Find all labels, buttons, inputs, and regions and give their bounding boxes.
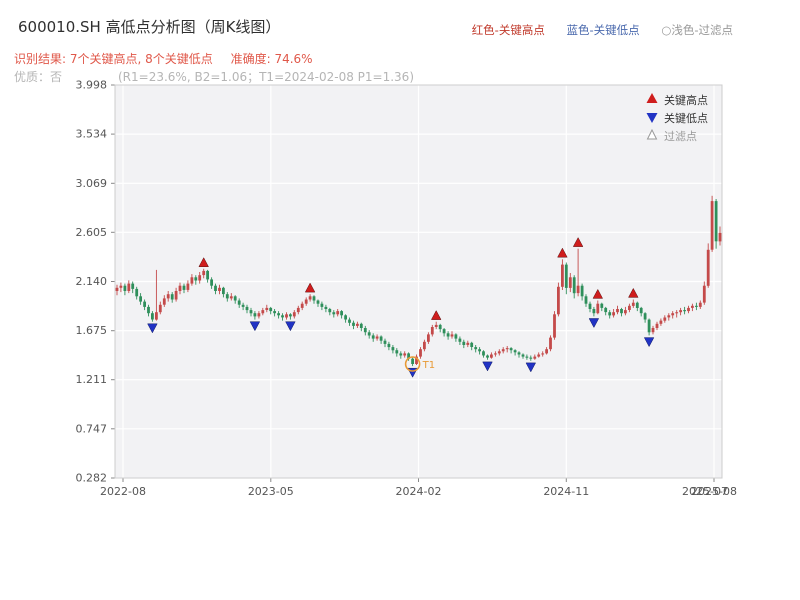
svg-text:过滤点: 过滤点 <box>664 130 697 143</box>
svg-text:1.675: 1.675 <box>76 324 108 337</box>
quality-label: 优质：否 <box>14 70 63 84</box>
svg-text:0.282: 0.282 <box>76 472 108 485</box>
quality-detail: (R1=23.6%, B2=1.06；T1=2024-02-08 P1=1.36… <box>118 70 414 84</box>
svg-text:2023-05: 2023-05 <box>248 485 294 498</box>
svg-text:2025-08: 2025-08 <box>691 485 737 498</box>
svg-text:关键低点: 关键低点 <box>664 111 708 125</box>
svg-text:T1: T1 <box>422 360 435 371</box>
svg-text:2022-08: 2022-08 <box>100 485 146 498</box>
svg-text:3.534: 3.534 <box>76 128 108 141</box>
accuracy-text: 准确度: 74.6% <box>230 52 313 66</box>
svg-text:2024-02: 2024-02 <box>396 485 442 498</box>
figure-legend-top: 红色-关键高点 蓝色-关键低点 ○浅色-过滤点 <box>454 22 733 38</box>
svg-text:0.747: 0.747 <box>76 422 108 435</box>
svg-text:2.605: 2.605 <box>76 226 108 239</box>
svg-text:2024-11: 2024-11 <box>543 485 589 498</box>
svg-text:2.140: 2.140 <box>76 275 108 288</box>
svg-text:3.998: 3.998 <box>76 79 108 92</box>
svg-text:3.069: 3.069 <box>76 177 108 190</box>
legend-key-low-label: 蓝色-关键低点 <box>566 23 640 37</box>
svg-text:关键高点: 关键高点 <box>664 93 708 107</box>
legend-filtered-label: ○浅色-过滤点 <box>661 23 733 37</box>
recognition-result-line: 识别结果: 7个关键高点, 8个关键低点 准确度: 74.6% <box>14 50 313 67</box>
legend-key-high-label: 红色-关键高点 <box>471 23 545 37</box>
result-text: 识别结果: 7个关键高点, 8个关键低点 <box>14 52 213 66</box>
page-title: 600010.SH 高低点分析图（周K线图） <box>18 18 281 36</box>
quality-line: 优质：否 (R1=23.6%, B2=1.06；T1=2024-02-08 P1… <box>14 68 414 85</box>
svg-text:1.211: 1.211 <box>76 373 108 386</box>
svg-text:2025-07: 2025-07 <box>682 485 728 498</box>
